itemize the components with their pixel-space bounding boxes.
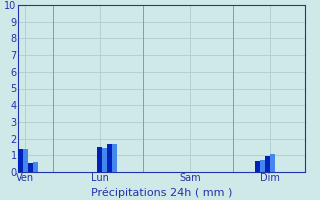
Bar <box>23 149 28 172</box>
Bar <box>255 161 260 172</box>
Bar <box>28 163 33 172</box>
Bar <box>107 144 112 172</box>
Bar <box>18 149 23 172</box>
X-axis label: Précipitations 24h ( mm ): Précipitations 24h ( mm ) <box>91 188 232 198</box>
Bar <box>102 148 107 172</box>
Bar <box>260 160 265 172</box>
Bar <box>33 162 38 172</box>
Bar <box>97 147 102 172</box>
Bar <box>265 156 270 172</box>
Bar <box>270 154 275 172</box>
Bar <box>112 144 117 172</box>
